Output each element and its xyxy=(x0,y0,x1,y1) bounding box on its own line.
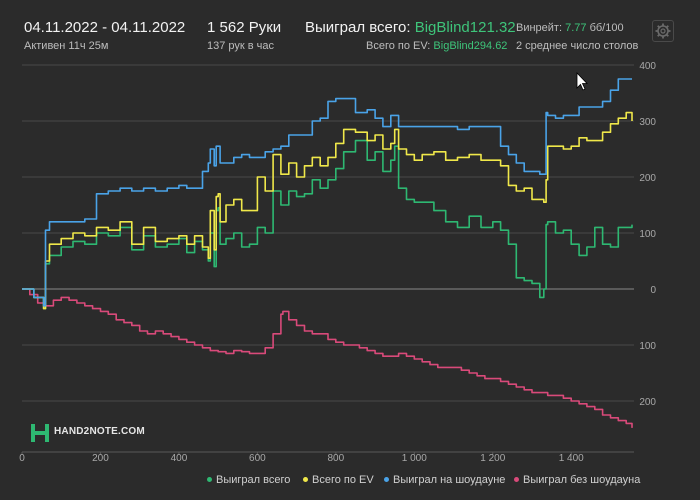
legend-item-ev[interactable]: Всего по EV xyxy=(303,474,374,486)
legend-marker xyxy=(303,476,308,482)
legend-label: Выиграл всего xyxy=(216,474,291,486)
avg-tables: 2 среднее число столов xyxy=(516,40,639,52)
legend: Выиграл всего Всего по EV Выиграл на шоу… xyxy=(0,474,700,492)
showdown-line xyxy=(22,78,632,307)
x-tick-label: 1 200 xyxy=(480,453,505,464)
gear-icon xyxy=(655,23,671,39)
x-tick-label: 1 400 xyxy=(559,453,584,464)
header: 04.11.2022 - 04.11.2022 Активен 11ч 25м … xyxy=(0,0,700,58)
hand2note-logo-icon xyxy=(31,424,49,442)
legend-label: Всего по EV xyxy=(312,474,374,486)
x-tick-label: 1 000 xyxy=(402,453,427,464)
x-tick-label: 400 xyxy=(171,453,188,464)
y-axis: 400 300 200 100 0 100 200 xyxy=(639,61,656,408)
logo-text: HAND2NOTE.COM xyxy=(54,426,145,437)
chart-grid xyxy=(22,64,634,453)
legend-item-won-total[interactable]: Выиграл всего xyxy=(207,474,290,486)
winrate-value: 7.77 xyxy=(565,22,587,34)
hands-count: 1 562 Руки xyxy=(207,19,282,36)
ev-line xyxy=(22,111,633,310)
x-tick-label: 600 xyxy=(249,453,266,464)
y-tick-label: 200 xyxy=(639,173,656,184)
hand2note-logo: HAND2NOTE.COM xyxy=(30,423,145,443)
winrate-label: Винрейт: xyxy=(516,22,563,34)
mouse-cursor-icon xyxy=(576,72,588,91)
hands-per-hour: 137 рук в час xyxy=(207,40,275,52)
legend-marker xyxy=(384,476,389,482)
winrate-per: бб/100 xyxy=(589,22,624,34)
x-tick-label: 200 xyxy=(92,453,109,464)
settings-button[interactable] xyxy=(652,20,674,42)
won-total-value: BigBlind121.32 xyxy=(414,19,516,36)
ev-total-label: Всего по EV: xyxy=(366,40,431,52)
active-time: Активен 11ч 25м xyxy=(24,40,109,52)
y-tick-label: 0 xyxy=(650,285,656,296)
ev-total: Всего по EV: BigBlind294.62 xyxy=(366,40,507,52)
date-range: 04.11.2022 - 04.11.2022 xyxy=(24,19,186,36)
legend-marker xyxy=(514,476,519,482)
legend-label: Выиграл без шоудауна xyxy=(523,474,641,486)
y-tick-label: 400 xyxy=(639,61,656,72)
y-tick-label: 200 xyxy=(639,397,656,408)
legend-label: Выиграл на шоудауне xyxy=(393,474,506,486)
winrate: Винрейт: 7.77 бб/100 xyxy=(516,22,624,34)
won-total-label: Выиграл всего: xyxy=(305,19,411,36)
x-tick-label: 0 xyxy=(19,453,25,464)
won-total: Выиграл всего: BigBlind121.32 xyxy=(305,19,516,36)
legend-item-showdown[interactable]: Выиграл на шоудауне xyxy=(384,474,505,486)
legend-item-non-showdown[interactable]: Выиграл без шоудауна xyxy=(514,474,640,486)
non-showdown-line xyxy=(22,288,633,428)
x-tick-label: 800 xyxy=(328,453,345,464)
ev-total-value: BigBlind294.62 xyxy=(433,40,508,52)
y-tick-label: 100 xyxy=(639,229,656,240)
x-axis: 0 200 400 600 800 1 000 1 200 1 400 xyxy=(19,452,584,464)
y-tick-label: 100 xyxy=(639,341,656,352)
y-tick-label: 300 xyxy=(639,117,656,128)
legend-marker xyxy=(207,476,212,482)
series-lines xyxy=(22,78,633,428)
